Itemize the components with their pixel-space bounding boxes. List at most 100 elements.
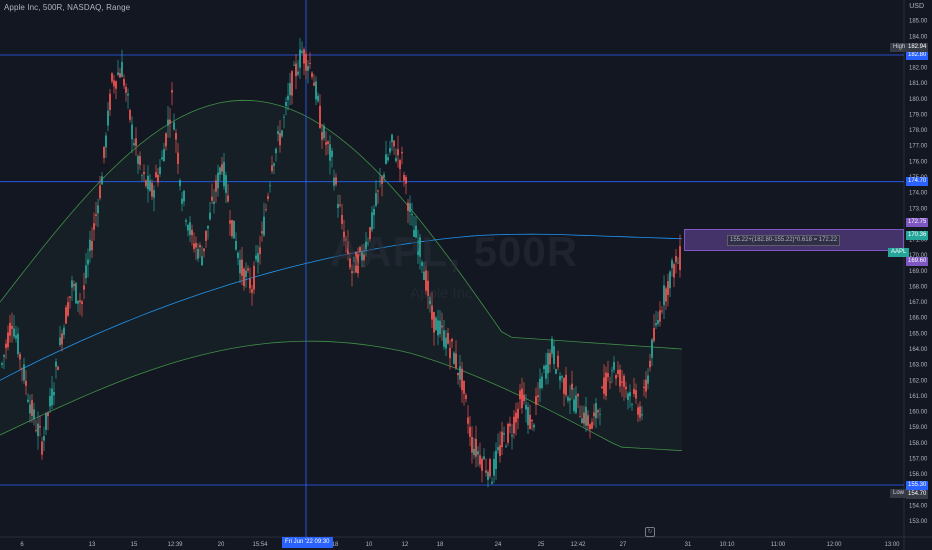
price-tag: 170.36 xyxy=(906,231,929,241)
candle-body-up xyxy=(225,175,227,193)
candle-body-down xyxy=(521,388,523,409)
candle-body-up xyxy=(611,370,613,372)
candle-body-up xyxy=(219,167,221,175)
candle-body-up xyxy=(201,256,203,266)
reset-chart-button[interactable]: ↻ xyxy=(645,527,655,537)
candle-body-up xyxy=(23,364,25,381)
candle-body-down xyxy=(465,395,467,399)
candle-body-down xyxy=(157,174,159,183)
candle-body-up xyxy=(561,376,563,378)
candle-body-down xyxy=(471,437,473,453)
candle-body-down xyxy=(645,379,647,392)
candle-body-down xyxy=(341,214,343,224)
currency-label[interactable]: USD xyxy=(909,3,924,10)
candle-body-down xyxy=(607,373,609,377)
candle-body-down xyxy=(449,347,451,359)
candle-body-up xyxy=(187,225,189,231)
candle-body-up xyxy=(367,242,369,244)
candle-body-down xyxy=(241,259,243,276)
candle-body-up xyxy=(43,436,45,441)
price-tick-label: 168.00 xyxy=(909,284,928,290)
candle-body-down xyxy=(343,231,345,242)
candle-body-up xyxy=(439,320,441,334)
price-tick-label: 173.00 xyxy=(909,206,928,212)
candle-body-down xyxy=(661,310,663,312)
candle-body-up xyxy=(487,471,489,480)
price-tick-label: 156.00 xyxy=(909,472,928,478)
candle-body-down xyxy=(41,441,43,455)
candle-body-down xyxy=(65,307,67,324)
candle-body-up xyxy=(503,433,505,435)
candle-body-down xyxy=(579,416,581,418)
candle-body-down xyxy=(215,180,217,192)
price-tag: 155.30 xyxy=(906,480,929,490)
time-tick-label: 15 xyxy=(131,542,138,548)
candle-body-down xyxy=(265,209,267,210)
candle-body-down xyxy=(549,352,551,365)
candle-body-up xyxy=(107,110,109,126)
candle-body-up xyxy=(45,412,47,430)
candle-body-up xyxy=(121,61,123,77)
candle-body-down xyxy=(369,227,371,240)
candle-body-down xyxy=(377,190,379,192)
candle-body-down xyxy=(591,421,593,429)
candle-body-down xyxy=(311,72,313,77)
candle-body-up xyxy=(543,366,545,370)
candle-body-down xyxy=(479,455,481,465)
candle-body-down xyxy=(199,245,201,248)
candle-body-up xyxy=(395,158,397,162)
candle-body-up xyxy=(277,131,279,135)
candle-body-down xyxy=(155,172,157,178)
price-tick-label: 184.00 xyxy=(909,34,928,40)
price-tick-label: 185.00 xyxy=(909,19,928,25)
candle-body-down xyxy=(177,152,179,165)
candle-body-down xyxy=(625,386,627,390)
candle-body-down xyxy=(119,73,121,78)
candle-body-down xyxy=(169,119,171,124)
candle-body-up xyxy=(547,353,549,374)
candle-body-down xyxy=(399,159,401,170)
candle-body-up xyxy=(511,435,513,437)
candle-body-up xyxy=(77,300,79,304)
candle-body-up xyxy=(599,413,601,415)
fib-measure-label: 155.22+(182.80-155.22)*0.618 = 172.22 xyxy=(727,235,841,246)
candle-body-down xyxy=(93,223,95,230)
candle-body-up xyxy=(545,365,547,379)
candle-body-down xyxy=(345,237,347,242)
candle-body-up xyxy=(293,64,295,66)
candle-body-down xyxy=(617,369,619,374)
candle-body-down xyxy=(327,141,329,145)
time-tick-label: 15:54 xyxy=(252,542,268,548)
candle-body-up xyxy=(223,161,225,187)
candle-body-down xyxy=(403,174,405,181)
candle-body-up xyxy=(297,71,299,75)
time-tick-label: 13:00 xyxy=(884,542,900,548)
candle-body-up xyxy=(371,212,373,230)
candle-body-up xyxy=(651,339,653,358)
vwap-line xyxy=(0,233,683,381)
price-tick-label: 162.00 xyxy=(909,378,928,384)
candle-body-down xyxy=(571,383,573,390)
candle-body-down xyxy=(431,305,433,320)
price-tag: 174.70 xyxy=(906,177,929,187)
time-tick-label: 18 xyxy=(332,542,339,548)
candle-body-up xyxy=(275,148,277,154)
candle-body-down xyxy=(231,220,233,237)
candle-body-up xyxy=(147,175,149,190)
candle-body-down xyxy=(227,195,229,202)
candle-body-up xyxy=(55,361,57,367)
candle-body-up xyxy=(133,143,135,146)
time-tick-label: 18 xyxy=(437,542,444,548)
candle-body-down xyxy=(9,322,11,336)
price-tick-label: 181.00 xyxy=(909,81,928,87)
candle-body-up xyxy=(373,208,375,216)
candle-body-down xyxy=(291,71,293,96)
candle-body-up xyxy=(389,148,391,153)
price-tick-label: 180.00 xyxy=(909,97,928,103)
candle-body-up xyxy=(257,253,259,263)
candle-body-down xyxy=(249,278,251,289)
time-tick-label: 12 xyxy=(402,542,409,548)
candle-body-down xyxy=(531,419,533,422)
candle-body-up xyxy=(105,135,107,148)
